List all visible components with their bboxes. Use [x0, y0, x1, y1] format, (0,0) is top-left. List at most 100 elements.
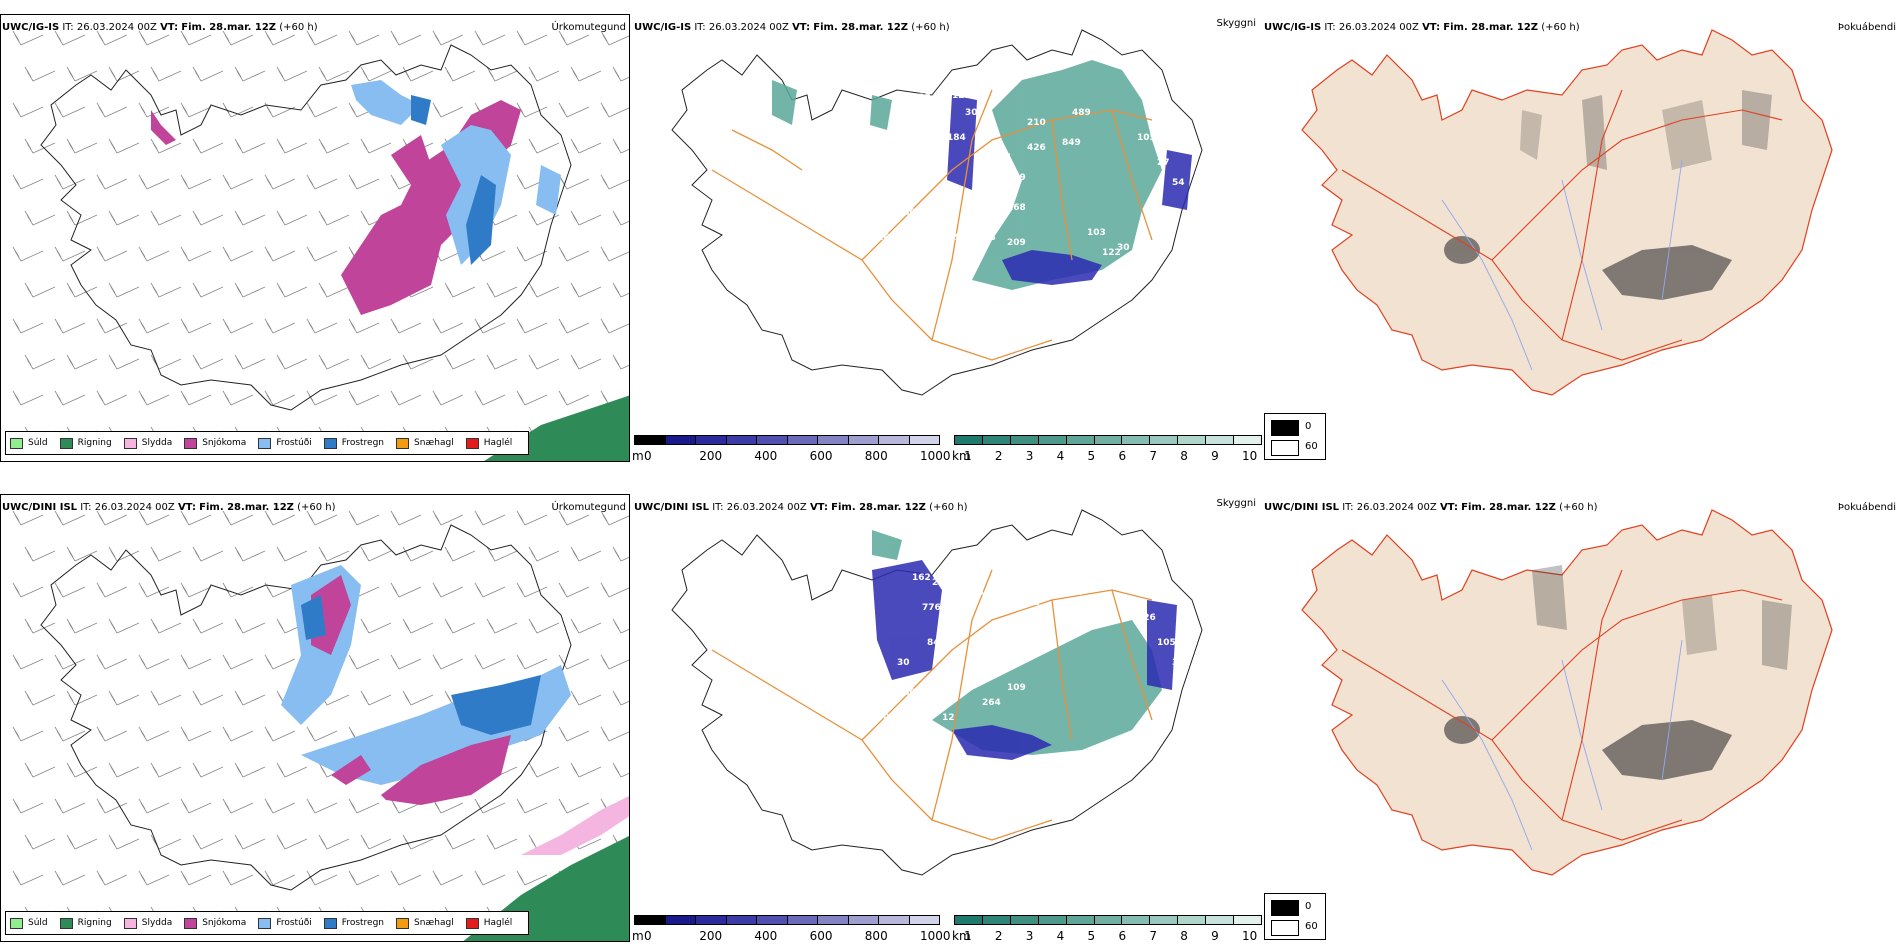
wind-barb — [402, 618, 434, 634]
colorbar-bin — [909, 916, 939, 924]
wind-barb — [264, 726, 296, 742]
wind-barb — [150, 210, 182, 226]
station-value: 198 — [977, 233, 996, 243]
wind-barb — [222, 654, 254, 670]
colorbar-unit: m — [632, 449, 644, 463]
init-time: 26.03.2024 00Z — [708, 22, 789, 33]
legend-item: Frostúði — [258, 437, 312, 449]
colorbar-tick: 1 — [964, 449, 972, 463]
legend-label: Snjókoma — [202, 918, 247, 928]
legend-label: Haglél — [483, 918, 513, 928]
colorbar-tick: 400 — [754, 929, 778, 943]
wind-barb — [108, 834, 140, 850]
colorbar-bin — [1178, 916, 1207, 924]
colorbar-bin — [1234, 916, 1261, 924]
wind-barb — [570, 762, 602, 778]
wind-barb — [612, 618, 629, 634]
wind-barb — [306, 726, 338, 742]
colorbar-tick: 8 — [1180, 929, 1188, 943]
colorbar-bin — [635, 436, 666, 444]
init-label: IT: — [712, 502, 724, 513]
legend-item: Snæhagl — [396, 437, 454, 449]
wind-barb — [276, 282, 308, 298]
colorbar-tick: 3 — [1025, 929, 1034, 943]
legend-swatch — [323, 437, 337, 449]
wind-barb — [222, 726, 254, 742]
wind-barb — [528, 66, 560, 82]
legend-label: Slydda — [141, 918, 173, 928]
wind-barb — [150, 618, 182, 634]
wind-barb — [192, 762, 224, 778]
wind-barb — [234, 210, 266, 226]
frost-rain-area — [301, 595, 541, 735]
wind-barb — [474, 654, 506, 670]
wind-barb — [12, 798, 44, 814]
wind-barb — [444, 618, 476, 634]
ceiling-visibility-map: 133 76 123 125 184 30 21 210 489 148 114 167 426 849 1… — [671, 29, 1203, 396]
wind-barb — [192, 690, 224, 706]
wind-barb — [486, 546, 518, 562]
panel-header: UWC/DINI ISL IT: 26.03.2024 00Z VT: Fim.… — [2, 502, 336, 513]
colorbar-tick: 1000 — [920, 449, 951, 463]
colorbar-bin — [955, 916, 983, 924]
wind-barb — [276, 210, 308, 226]
wind-barb — [222, 870, 254, 886]
wind-barb — [54, 102, 86, 118]
wind-barb — [108, 66, 140, 82]
colorbar-bin — [955, 436, 983, 444]
legend-item: Haglél — [465, 917, 513, 929]
legend-swatch — [184, 917, 198, 929]
wind-barb — [474, 30, 506, 46]
wind-barb — [306, 870, 338, 886]
wind-barb — [402, 354, 434, 370]
colorbar-bin — [665, 436, 696, 444]
wind-barb — [66, 138, 98, 154]
wind-barb — [390, 582, 422, 598]
wind-barb — [528, 138, 560, 154]
precip-type-panel: Súld Rigning Slydda Snjókoma Frostúði Frostre… — [0, 480, 632, 950]
station-value: 99 — [752, 208, 765, 218]
wind-barb — [138, 654, 170, 670]
station-value: 148 — [897, 178, 916, 188]
legend-swatch — [396, 917, 410, 929]
station-value: 426 — [1027, 143, 1046, 153]
wind-barb — [66, 690, 98, 706]
station-value: 103 — [1087, 228, 1106, 238]
wind-barb — [486, 354, 518, 370]
fog-map — [1301, 509, 1833, 876]
wind-barb — [348, 30, 380, 46]
panel-header: UWC/DINI ISL IT: 26.03.2024 00Z VT: Fim.… — [634, 502, 968, 513]
model-name: UWC/IG-IS — [1264, 22, 1322, 33]
legend-item: Frostregn — [323, 917, 384, 929]
wind-barb — [264, 510, 296, 526]
colorbars: m 0 200 400 600 800 1000 km 1 2 3 4 5 6 7 8 9 10 — [632, 915, 1262, 951]
wind-barb — [516, 870, 548, 886]
colorbar-bin — [818, 436, 849, 444]
panel-title: Skyggni — [1216, 18, 1256, 29]
colorbar-tick: 400 — [754, 449, 778, 463]
wind-barb — [360, 138, 392, 154]
fog-indicator-panel: UWC/DINI ISL IT: 26.03.2024 00Z VT: Fim.… — [1262, 480, 1900, 950]
init-time: 26.03.2024 00Z — [76, 22, 157, 33]
colorbar-bin — [1122, 436, 1151, 444]
iceland-outline — [40, 44, 572, 411]
station-value: 496 — [965, 588, 984, 598]
station-value: 17 — [1072, 303, 1085, 313]
legend-item: Frostregn — [323, 437, 384, 449]
wind-barb — [570, 138, 602, 154]
valid-label: VT: — [1422, 22, 1441, 33]
wind-barb — [108, 762, 140, 778]
wind-barb — [558, 318, 590, 334]
colorbar-bin — [787, 436, 818, 444]
wind-barb — [348, 390, 380, 406]
wind-barb — [570, 354, 602, 370]
precip-type-legend: Súld Rigning Slydda Snjókoma Frostúði Frostre… — [5, 431, 530, 455]
forecast-row-ig-is: Súld Rigning Slydda Snjókoma Frostúði Frostre… — [0, 0, 1900, 470]
wind-barb — [66, 282, 98, 298]
station-value: 131 — [952, 571, 971, 581]
colorbar-bin — [1094, 916, 1123, 924]
station-value: 109 — [1007, 683, 1026, 693]
colorbar-tick: 0 — [644, 929, 652, 943]
station-values: 133 76 123 125 184 30 21 210 489 148 114 167 426 849 1… — [752, 91, 1185, 318]
wind-barb — [24, 354, 56, 370]
